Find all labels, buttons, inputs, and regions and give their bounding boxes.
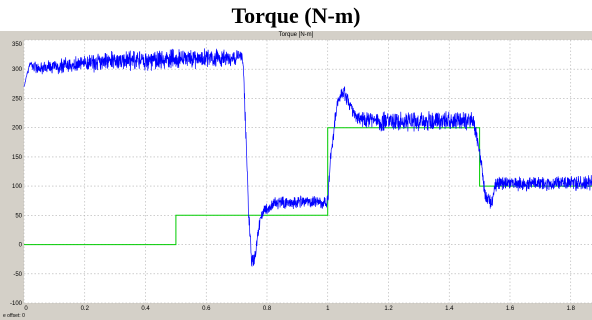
y-tick-label: 200 [12, 126, 23, 132]
y-tick-label: 150 [12, 155, 23, 161]
reference-torque-line [24, 127, 592, 246]
axis-tick-labels: 0 0.2 0.4 0.6 0.8 1 1.2 1.4 1.6 1.8 -100 -50 0 50 100 1… [10, 42, 576, 312]
x-tick-label: 0.4 [141, 306, 150, 312]
scope-window-title: Torque [N-m] [278, 32, 314, 38]
offset-label: e offset: [3, 313, 21, 319]
x-tick-label: 1.6 [506, 306, 515, 312]
plot-background [24, 40, 592, 303]
offset-value: 0 [22, 313, 25, 319]
x-tick-label: 1 [326, 306, 330, 312]
y-tick-label: 350 [12, 42, 23, 48]
y-tick-label: 250 [12, 96, 23, 102]
y-tick-label: -100 [10, 301, 23, 307]
y-tick-label: 100 [12, 184, 23, 190]
scope-window: Torque [N-m] 0 0.2 0.4 0.6 0.8 1 1.2 1.4 1.6 1.8 -… [0, 31, 592, 320]
y-tick-label: -50 [13, 272, 22, 278]
measured-torque-line [23, 48, 592, 268]
plot-area: 0 0.2 0.4 0.6 0.8 1 1.2 1.4 1.6 1.8 -100 -50 0 50 100 1… [10, 39, 592, 312]
x-tick-label: 1.8 [567, 306, 576, 312]
chart-title: Torque (N-m) [231, 3, 361, 28]
x-tick-label: 0 [24, 306, 28, 312]
status-bar: e offset: 0 [3, 312, 25, 320]
x-tick-label: 0.8 [263, 306, 272, 312]
x-tick-label: 0.6 [202, 306, 211, 312]
x-tick-label: 0.2 [81, 306, 90, 312]
y-tick-label: 50 [15, 213, 22, 219]
y-tick-label: 300 [12, 67, 23, 73]
y-tick-label: 0 [19, 243, 23, 249]
x-tick-label: 1.4 [445, 306, 454, 312]
x-tick-label: 1.2 [384, 306, 393, 312]
